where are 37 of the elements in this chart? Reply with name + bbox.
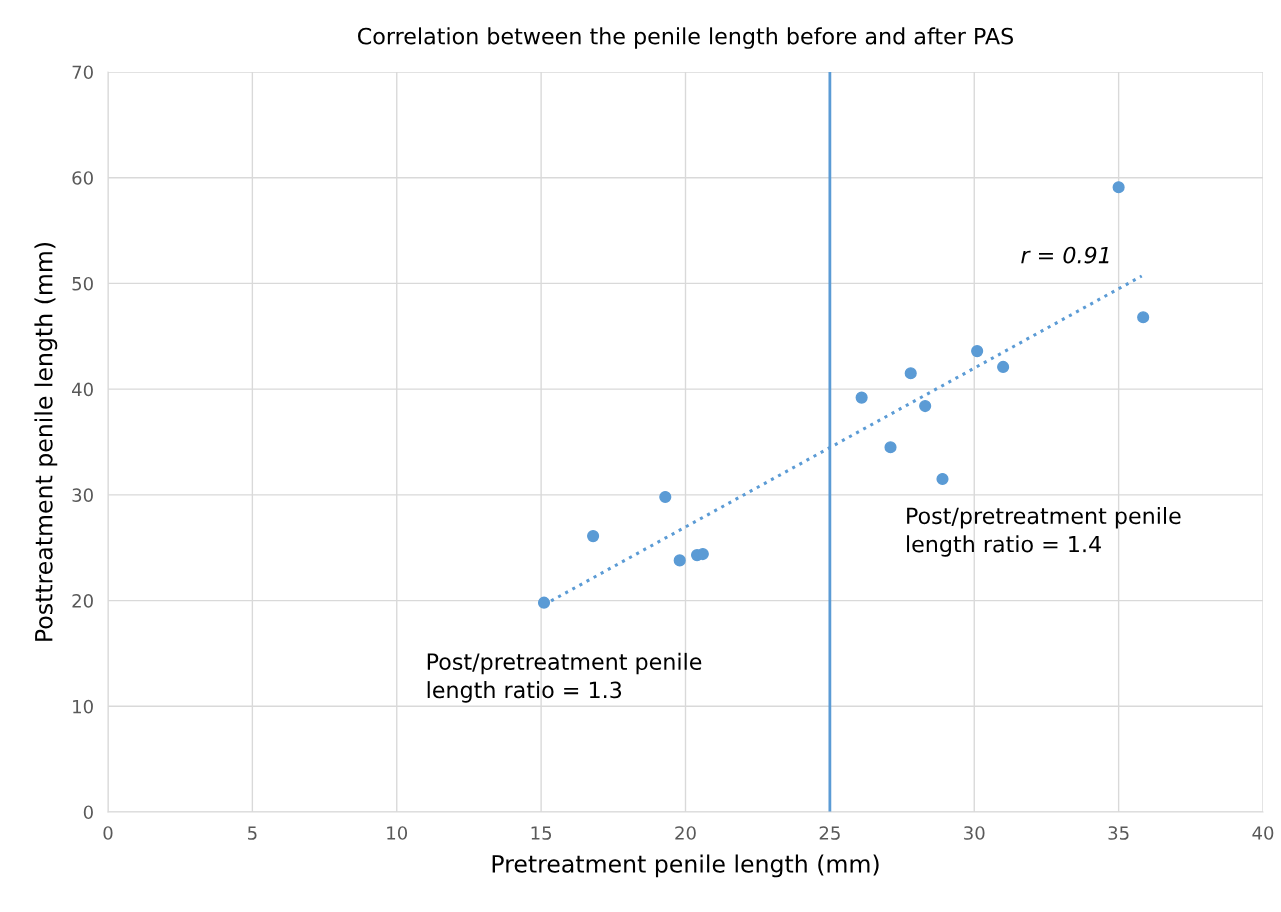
x-tick-label: 40 bbox=[1252, 826, 1274, 840]
y-tick-label: 50 bbox=[72, 276, 93, 291]
point bbox=[904, 367, 917, 380]
point bbox=[971, 345, 984, 358]
y-tick-label: 40 bbox=[72, 382, 93, 397]
y-tick-label: 30 bbox=[72, 488, 93, 502]
x-tick-label: 0 bbox=[103, 826, 113, 840]
x-tick-label: 35 bbox=[1108, 826, 1129, 840]
x-tick-label: 25 bbox=[819, 826, 840, 840]
annotation: Post/pretreatment penile length ratio = 1.4 bbox=[907, 506, 1181, 557]
point bbox=[659, 490, 672, 504]
x-tick-label: 20 bbox=[675, 826, 696, 840]
point bbox=[997, 360, 1010, 374]
point bbox=[884, 441, 897, 454]
point bbox=[919, 399, 932, 413]
y-tick-label: 60 bbox=[72, 171, 93, 185]
y-tick-label: 70 bbox=[72, 65, 93, 80]
x-tick-label: 15 bbox=[531, 826, 552, 840]
point bbox=[673, 554, 686, 567]
chart-title: Correlation between the penile length before and after PAS bbox=[358, 27, 1014, 49]
y-tick-label: 10 bbox=[73, 699, 93, 714]
x-tick-label: 10 bbox=[387, 826, 408, 840]
annotation: Post/pretreatment penile length ratio = 1.3 bbox=[427, 652, 702, 703]
annotation: r = 0.91 bbox=[1021, 246, 1109, 264]
point bbox=[696, 547, 709, 561]
point bbox=[587, 530, 600, 543]
point bbox=[1112, 181, 1125, 194]
x-tick-label: 30 bbox=[964, 826, 985, 840]
point bbox=[1137, 311, 1150, 324]
x-tick-label: 5 bbox=[248, 826, 257, 840]
point bbox=[936, 472, 949, 486]
y-tick-label: 0 bbox=[83, 805, 93, 820]
point bbox=[855, 391, 868, 404]
x-axis-title: Pretreatment penile length (mm) bbox=[492, 854, 879, 878]
y-axis-title: Posttreatment penile length (mm) bbox=[34, 242, 58, 641]
point bbox=[537, 596, 551, 609]
y-tick-label: 20 bbox=[72, 594, 93, 608]
